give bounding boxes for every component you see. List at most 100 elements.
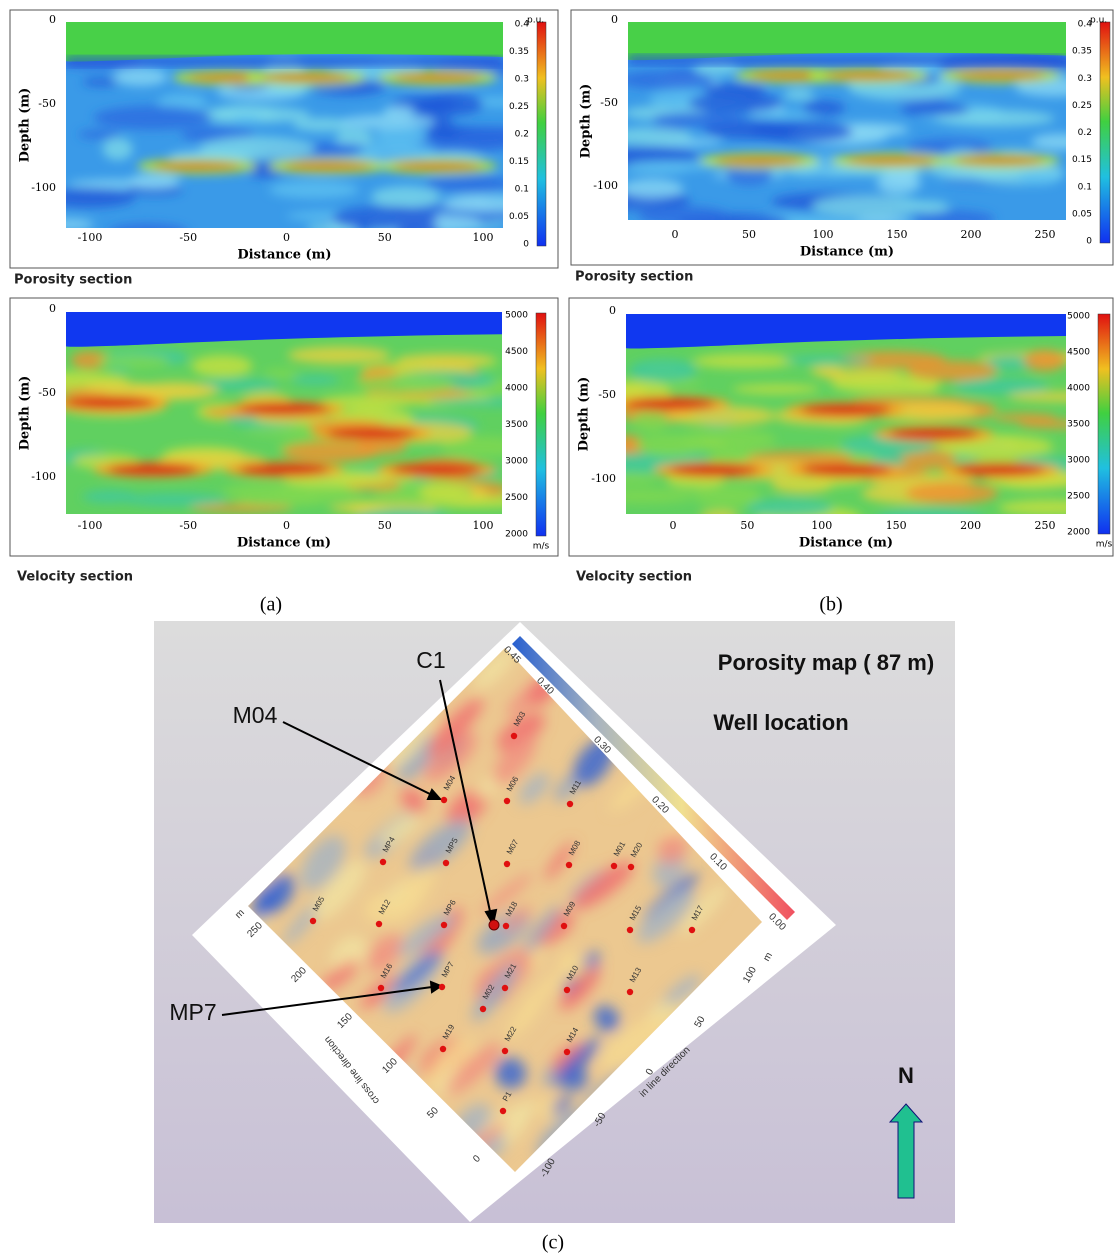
heatmap-streak xyxy=(955,464,1045,476)
heatmap-blob xyxy=(628,178,684,199)
map-blob xyxy=(380,812,423,846)
heatmap-blob xyxy=(339,114,435,130)
velocity-heatmap xyxy=(626,314,1066,514)
map-blob xyxy=(397,913,455,957)
heatmap-blob xyxy=(419,483,468,501)
colorbar-tick-label: 3000 xyxy=(505,457,528,467)
heatmap-blob xyxy=(906,360,998,382)
section-frame xyxy=(9,9,559,269)
north-label: N xyxy=(898,1063,914,1088)
well-marker xyxy=(440,796,448,804)
map-blob xyxy=(423,731,478,783)
heatmap-blob xyxy=(998,499,1066,514)
colorbar-unit: m/s xyxy=(533,542,550,552)
callout: MP7 xyxy=(169,999,216,1025)
y-tick-label: 0 xyxy=(609,304,616,317)
colorbar-tick-label: 0.15 xyxy=(509,157,529,167)
map-blob xyxy=(518,772,550,805)
heatmap-streak xyxy=(283,163,374,170)
heatmap-blob xyxy=(701,510,737,514)
well-marker xyxy=(627,863,635,871)
well-marker xyxy=(501,984,509,992)
map-blob xyxy=(521,904,561,955)
heatmap-streak xyxy=(955,157,1046,164)
panel-label: (c) xyxy=(542,1232,564,1254)
heatmap-blob xyxy=(905,482,999,504)
map-blob xyxy=(502,905,532,933)
map-blob xyxy=(480,873,533,916)
heatmap-blob xyxy=(992,413,1057,422)
colorbar-unit: p.u. xyxy=(527,16,544,26)
heatmap-blob xyxy=(102,137,133,161)
well-marker xyxy=(442,859,450,867)
well-marker xyxy=(688,926,696,934)
y-axis-label: Depth (m) xyxy=(577,377,592,452)
heatmap-blob xyxy=(1023,349,1066,372)
colorbar-tick-label: 0.1 xyxy=(515,185,529,195)
heatmap-blob xyxy=(626,452,711,463)
colorbar xyxy=(1099,21,1111,244)
colorbar-tick-label: 0.2 xyxy=(1078,128,1092,138)
callout: M04 xyxy=(233,702,278,728)
heatmap-blob xyxy=(320,394,415,408)
heatmap-blob xyxy=(757,110,823,119)
map-blob xyxy=(321,960,359,991)
heatmap-texture xyxy=(626,349,1066,514)
heatmap-blob xyxy=(343,142,436,155)
heatmap-streak xyxy=(391,463,482,476)
well-marker xyxy=(563,1048,571,1056)
colorbar xyxy=(1097,313,1111,535)
heatmap-blob xyxy=(1015,78,1066,97)
heatmap-blob xyxy=(353,374,457,394)
heatmap-streak xyxy=(669,464,759,476)
panel-label: (a) xyxy=(260,594,282,616)
heatmap-blob xyxy=(191,354,253,378)
colorbar-tick-label: 5000 xyxy=(505,311,528,321)
x-tick-label: 0 xyxy=(672,228,679,241)
heatmap-blob xyxy=(196,378,280,391)
heatmap-blob xyxy=(746,498,834,514)
map-blob xyxy=(366,934,404,972)
map-blob xyxy=(519,966,569,1014)
heatmap-streak xyxy=(108,463,199,476)
heatmap-blob xyxy=(331,206,438,228)
map-blob xyxy=(679,883,728,935)
x-tick-label: 100 xyxy=(813,228,834,241)
heatmap-blob xyxy=(234,496,327,507)
heatmap-blob xyxy=(783,88,815,101)
heatmap-blob xyxy=(70,350,110,370)
map-blob xyxy=(552,1094,571,1117)
heatmap-blob xyxy=(953,378,1050,395)
colorbar-tick-label: 0.4 xyxy=(1078,20,1093,30)
heatmap-blob xyxy=(132,381,219,400)
colorbar-tick-label: 0.05 xyxy=(1072,209,1092,219)
colorbar-tick-label: 0.3 xyxy=(515,75,529,85)
heatmap-top xyxy=(626,314,1066,349)
map-blob xyxy=(446,1042,502,1095)
heatmap-streak xyxy=(823,72,914,79)
heatmap-blob xyxy=(419,93,484,116)
porosity-heatmap xyxy=(66,22,503,228)
map-blob xyxy=(424,1037,475,1090)
heatmap-blob xyxy=(440,436,502,457)
map-blob xyxy=(637,889,695,943)
colorbar-unit: p.u. xyxy=(1090,16,1107,26)
well-marker xyxy=(626,988,634,996)
x-axis-label: Distance (m) xyxy=(800,245,894,260)
heatmap-blob xyxy=(830,374,941,394)
callout-arrows xyxy=(221,679,498,1016)
colorbar-tick-label: 4000 xyxy=(505,384,528,394)
heatmap-blob xyxy=(628,163,692,174)
heatmap-blob xyxy=(282,441,380,462)
heatmap-streak xyxy=(955,72,1046,79)
colorbar-tick-label: 0.3 xyxy=(1078,74,1092,84)
heatmap-blob xyxy=(290,375,340,386)
x-tick-label: 50 xyxy=(742,228,756,241)
well-marker xyxy=(375,920,383,928)
colorbar-tick-label: 2000 xyxy=(1067,528,1090,538)
map-blob xyxy=(401,787,426,815)
section-caption: Velocity section xyxy=(17,570,133,585)
heatmap-streak xyxy=(801,404,891,416)
heatmap-blob xyxy=(687,92,783,113)
heatmap-blob xyxy=(1018,419,1066,429)
